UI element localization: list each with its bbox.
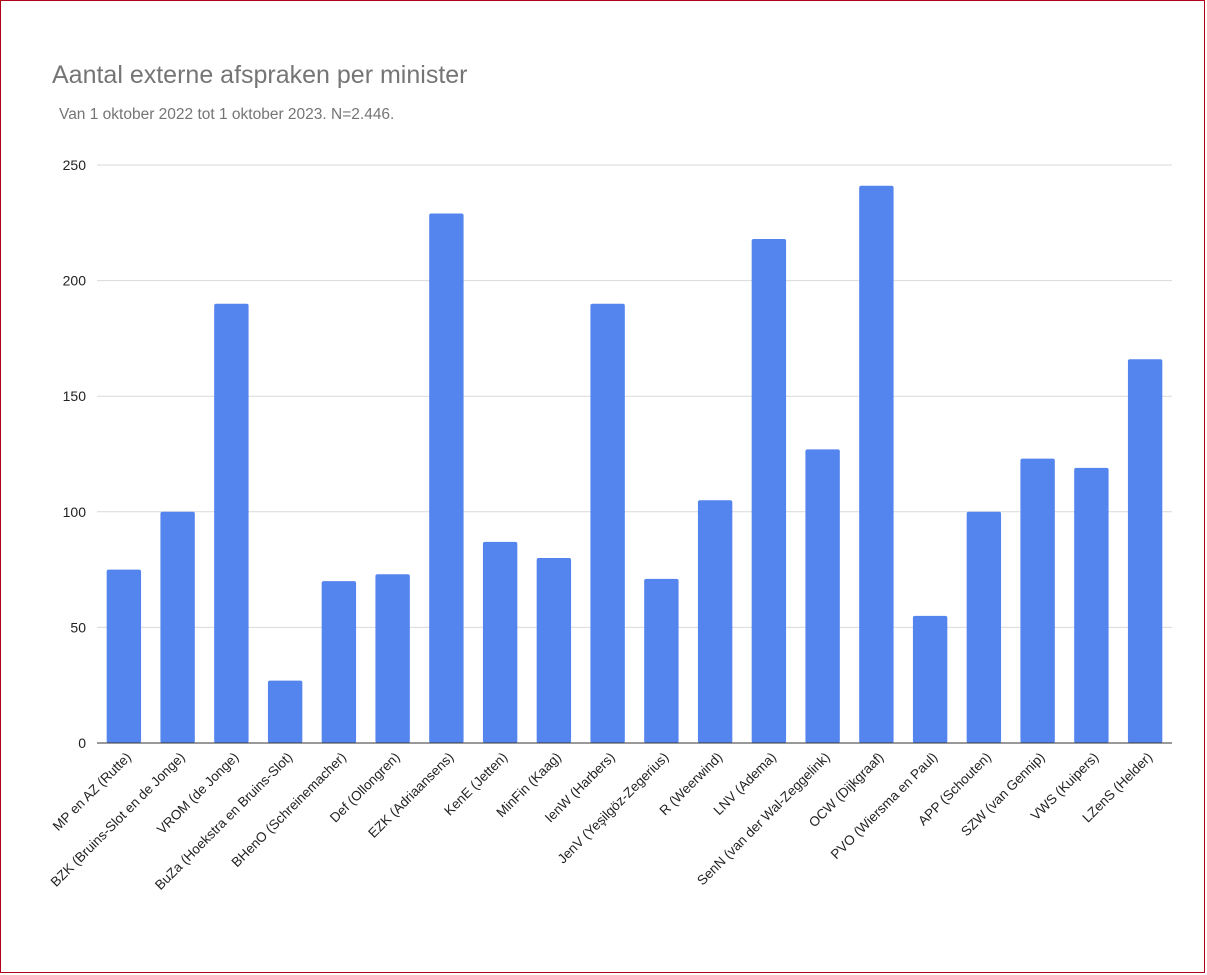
y-axis-tick-labels: 0 50 100 150 200 250 (63, 157, 87, 751)
bar (751, 238, 787, 743)
y-tick-label: 50 (70, 619, 86, 635)
x-tick-label: JenV (Yeşilgöz-Zegerius) (555, 750, 672, 867)
chart-title: Aantal externe afspraken per minister (52, 61, 468, 89)
bar (697, 500, 733, 743)
bar (267, 680, 303, 743)
bar (912, 615, 948, 743)
bar (1127, 359, 1163, 743)
x-tick-label: PVO (Wiersma en Paul) (828, 750, 940, 862)
bar (482, 541, 518, 743)
bar (1020, 458, 1055, 743)
y-tick-label: 0 (78, 735, 86, 751)
bar (106, 569, 142, 743)
bar (1074, 467, 1109, 743)
y-tick-label: 200 (63, 273, 87, 289)
y-tick-label: 250 (63, 157, 87, 173)
bar (321, 581, 357, 743)
bar (966, 511, 1002, 743)
bar (859, 185, 894, 744)
y-tick-label: 150 (63, 388, 87, 404)
x-axis-tick-labels: MP en AZ (Rutte)BZK (Bruins-Slot en de J… (48, 750, 1156, 893)
gridlines (97, 164, 1172, 628)
y-tick-label: 100 (63, 504, 87, 520)
bar (375, 574, 410, 743)
bars (106, 185, 1163, 744)
bar (590, 303, 625, 743)
bar (429, 213, 464, 743)
bar (644, 578, 679, 743)
bar (805, 449, 840, 743)
chart-subtitle: Van 1 oktober 2022 tot 1 oktober 2023. N… (59, 106, 394, 123)
bar (214, 303, 249, 743)
bar (160, 511, 195, 743)
bar (536, 558, 572, 743)
